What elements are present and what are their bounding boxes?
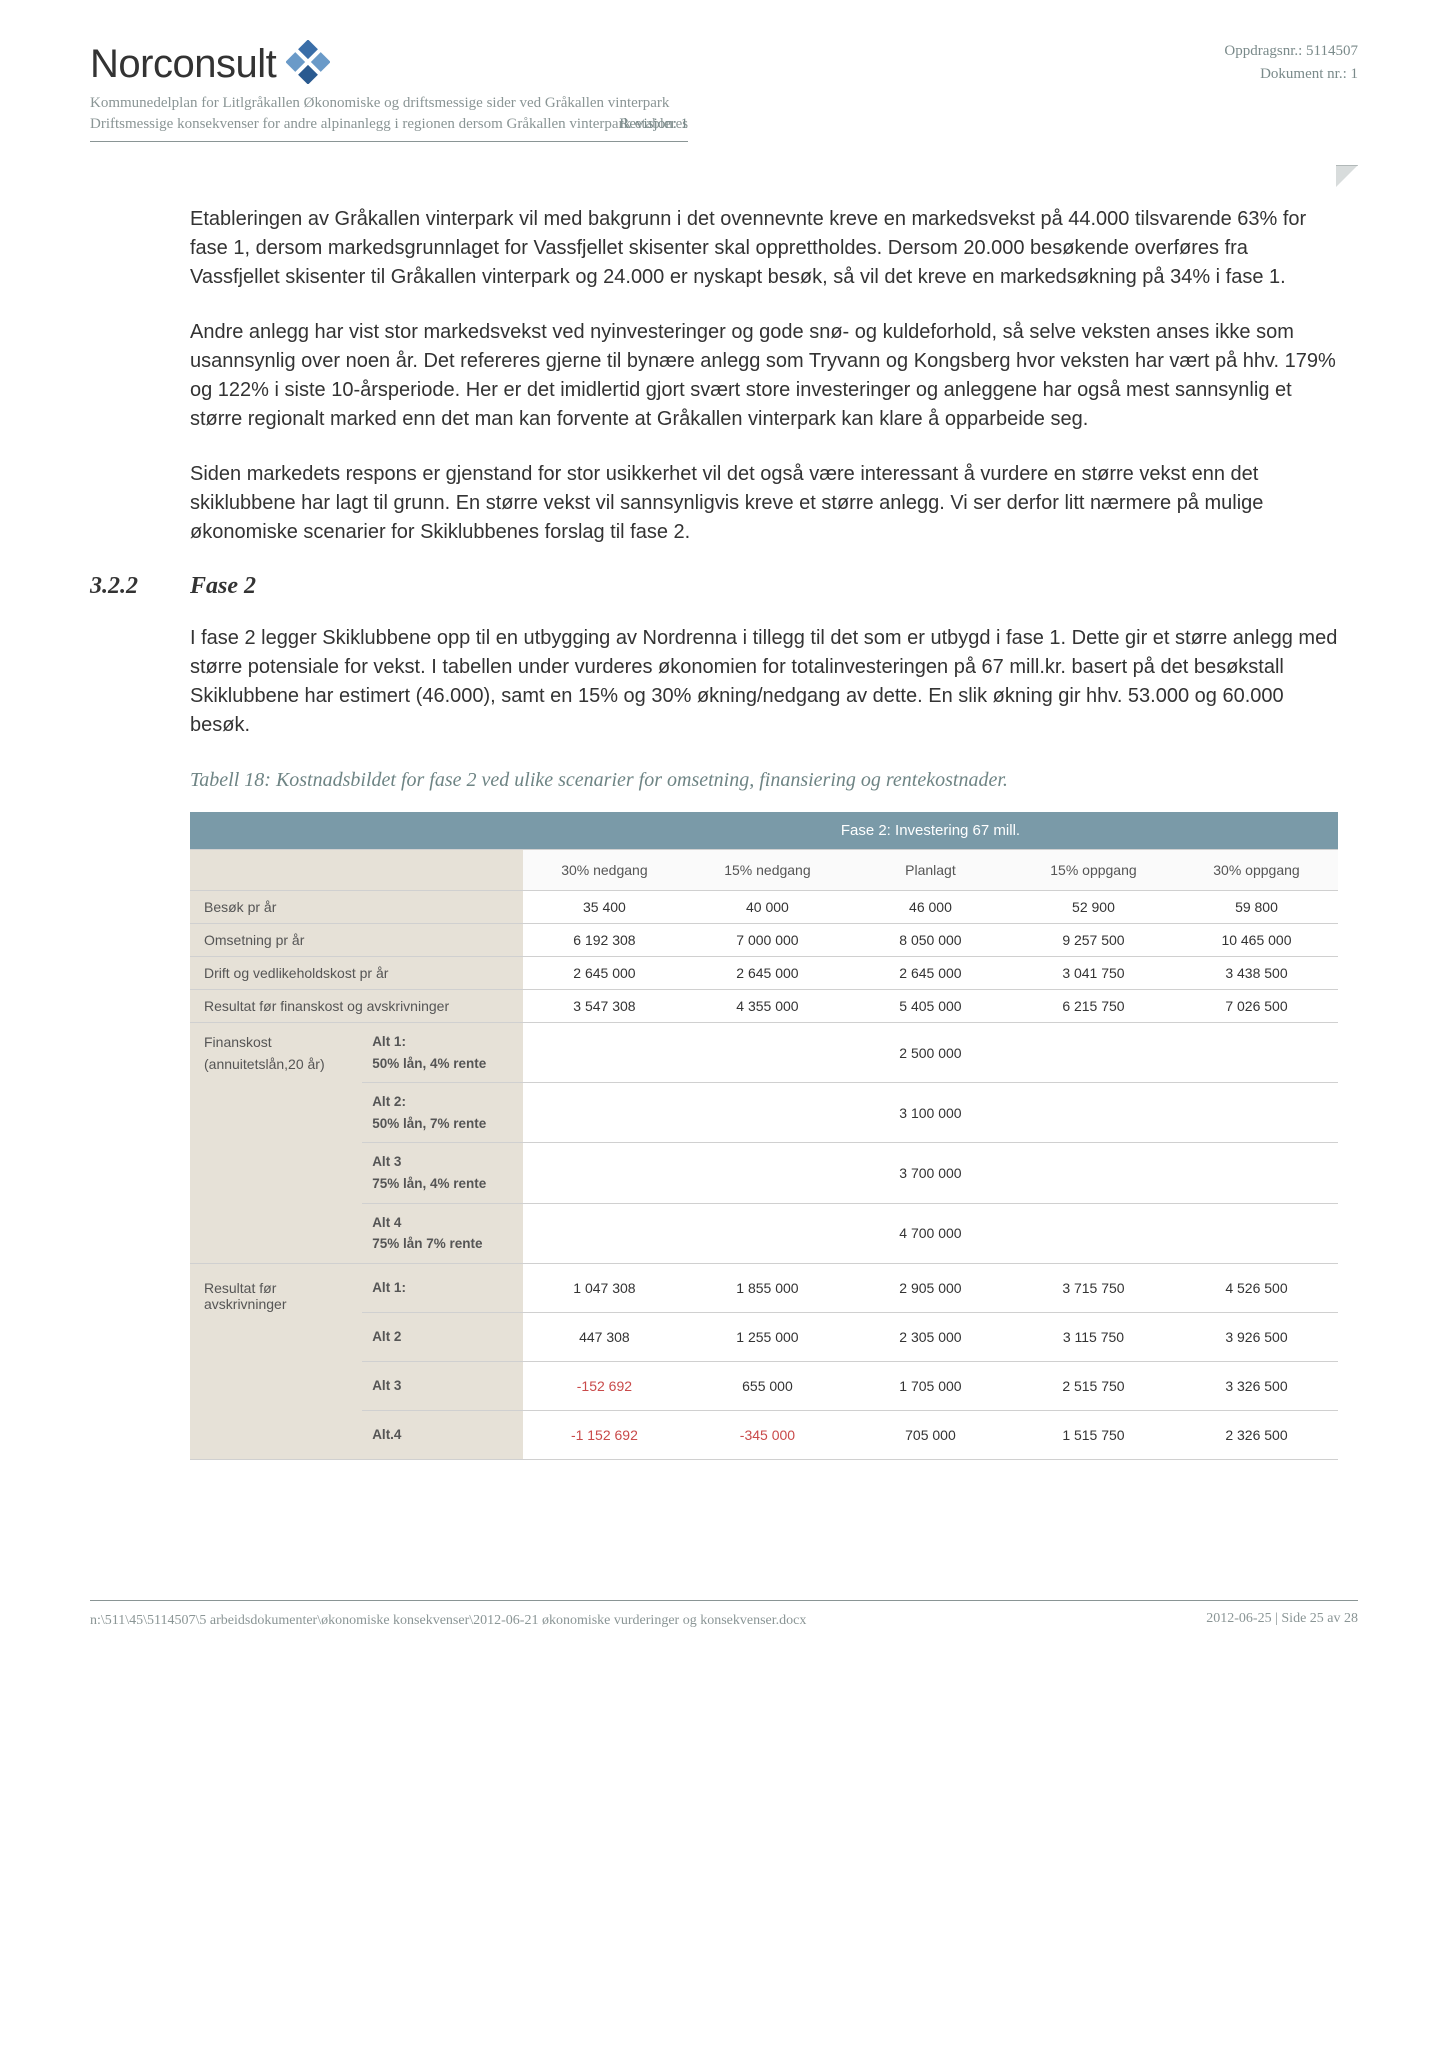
paragraph-1: Etableringen av Gråkallen vinterpark vil… — [190, 205, 1338, 292]
sub-header: Kommunedelplan for Litlgråkallen Økonomi… — [90, 93, 688, 142]
table-cell: 6 192 308 — [523, 924, 686, 957]
table-cell: 7 000 000 — [686, 924, 849, 957]
section-number: 3.2.2 — [90, 573, 190, 600]
resultat-cell: 2 515 750 — [1012, 1361, 1175, 1410]
table-cell: 59 800 — [1175, 891, 1338, 924]
logo: Norconsult — [90, 40, 688, 89]
resultat-cell: 1 855 000 — [686, 1263, 849, 1312]
table-cell: 3 438 500 — [1175, 957, 1338, 990]
resultat-cell: 447 308 — [523, 1312, 686, 1361]
logo-text: Norconsult — [90, 42, 276, 87]
finanskost-value: 3 700 000 — [849, 1143, 1012, 1203]
resultat-cell: 3 326 500 — [1175, 1361, 1338, 1410]
resultat-alt-label: Alt 1: — [362, 1263, 523, 1312]
resultat-cell: 705 000 — [849, 1410, 1012, 1459]
resultat-alt-label: Alt 2 — [362, 1312, 523, 1361]
table-cell: 10 465 000 — [1175, 924, 1338, 957]
table-row-label: Resultat før finanskost og avskrivninger — [190, 990, 523, 1023]
table-cell: 40 000 — [686, 891, 849, 924]
header-meta: Oppdragsnr.: 5114507 Dokument nr.: 1 — [1224, 40, 1358, 85]
resultat-label: Resultat før avskrivninger — [190, 1263, 362, 1459]
table-cell: 2 645 000 — [686, 957, 849, 990]
table-column-header: 30% nedgang — [523, 850, 686, 891]
resultat-alt-label: Alt 3 — [362, 1361, 523, 1410]
table-cell: 4 355 000 — [686, 990, 849, 1023]
resultat-cell: 1 255 000 — [686, 1312, 849, 1361]
resultat-cell: 2 905 000 — [849, 1263, 1012, 1312]
table-cell: 3 041 750 — [1012, 957, 1175, 990]
header-line1: Kommunedelplan for Litlgråkallen Økonomi… — [90, 93, 688, 114]
table-column-header: Planlagt — [849, 850, 1012, 891]
table-cell: 3 547 308 — [523, 990, 686, 1023]
resultat-alt-label: Alt.4 — [362, 1410, 523, 1459]
finanskost-value: 4 700 000 — [849, 1203, 1012, 1263]
resultat-cell: -1 152 692 — [523, 1410, 686, 1459]
resultat-cell: 1 705 000 — [849, 1361, 1012, 1410]
section-heading: 3.2.2 Fase 2 — [90, 573, 1338, 600]
paragraph-3: Siden markedets respons er gjenstand for… — [190, 460, 1338, 547]
paragraph-2: Andre anlegg har vist stor markedsvekst … — [190, 318, 1338, 434]
finanskost-value: 3 100 000 — [849, 1083, 1012, 1143]
table-cell: 52 900 — [1012, 891, 1175, 924]
table-cell: 2 645 000 — [849, 957, 1012, 990]
resultat-cell: 2 305 000 — [849, 1312, 1012, 1361]
content: Etableringen av Gråkallen vinterpark vil… — [90, 205, 1358, 1460]
paragraph-4: I fase 2 legger Skiklubbene opp til en u… — [190, 624, 1338, 740]
resultat-cell: 1 515 750 — [1012, 1410, 1175, 1459]
table-caption: Tabell 18: Kostnadsbildet for fase 2 ved… — [190, 766, 1338, 794]
footer: n:\511\45\5114507\5 arbeidsdokumenter\øk… — [90, 1600, 1358, 1631]
table-header-empty — [190, 812, 523, 850]
table-column-header: 15% nedgang — [686, 850, 849, 891]
logo-icon — [286, 40, 330, 89]
finanskost-value: 2 500 000 — [849, 1023, 1012, 1083]
cost-table: Fase 2: Investering 67 mill. 30% nedgang… — [190, 812, 1338, 1460]
footer-path: n:\511\45\5114507\5 arbeidsdokumenter\øk… — [90, 1611, 806, 1631]
table-row-label: Besøk pr år — [190, 891, 523, 924]
resultat-cell: 3 115 750 — [1012, 1312, 1175, 1361]
finanskost-alt-label: Alt 1:50% lån, 4% rente — [362, 1023, 523, 1083]
resultat-cell: -345 000 — [686, 1410, 849, 1459]
table-cell: 9 257 500 — [1012, 924, 1175, 957]
table-cell: 35 400 — [523, 891, 686, 924]
resultat-cell: 1 047 308 — [523, 1263, 686, 1312]
corner-fold-icon — [1336, 165, 1358, 187]
table-column-header: 30% oppgang — [1175, 850, 1338, 891]
finanskost-alt-label: Alt 2:50% lån, 7% rente — [362, 1083, 523, 1143]
table-column-header: 15% oppgang — [1012, 850, 1175, 891]
resultat-cell: -152 692 — [523, 1361, 686, 1410]
finanskost-alt-label: Alt 475% lån 7% rente — [362, 1203, 523, 1263]
table-row-label: Omsetning pr år — [190, 924, 523, 957]
resultat-cell: 4 526 500 — [1175, 1263, 1338, 1312]
table-cell: 5 405 000 — [849, 990, 1012, 1023]
table-cell: 2 645 000 — [523, 957, 686, 990]
resultat-cell: 655 000 — [686, 1361, 849, 1410]
table-top-header: Fase 2: Investering 67 mill. — [523, 812, 1338, 850]
header-line2: Driftsmessige konsekvenser for andre alp… — [90, 114, 688, 135]
table-cell: 46 000 — [849, 891, 1012, 924]
revision: Revisjon: 1 — [619, 114, 688, 135]
table-cell: 7 026 500 — [1175, 990, 1338, 1023]
table-row-label: Drift og vedlikeholdskost pr år — [190, 957, 523, 990]
finanskost-alt-label: Alt 375% lån, 4% rente — [362, 1143, 523, 1203]
table-cell: 8 050 000 — [849, 924, 1012, 957]
footer-date-page: 2012-06-25 | Side 25 av 28 — [1206, 1611, 1358, 1631]
resultat-cell: 3 715 750 — [1012, 1263, 1175, 1312]
finanskost-label: Finanskost (annuitetslån,20 år) — [190, 1023, 362, 1264]
page-header: Norconsult Kommunedelplan for Litlgråkal… — [90, 40, 1358, 150]
resultat-cell: 3 926 500 — [1175, 1312, 1338, 1361]
table-cell: 6 215 750 — [1012, 990, 1175, 1023]
section-title: Fase 2 — [190, 573, 256, 600]
resultat-cell: 2 326 500 — [1175, 1410, 1338, 1459]
table-col-empty — [190, 850, 523, 891]
